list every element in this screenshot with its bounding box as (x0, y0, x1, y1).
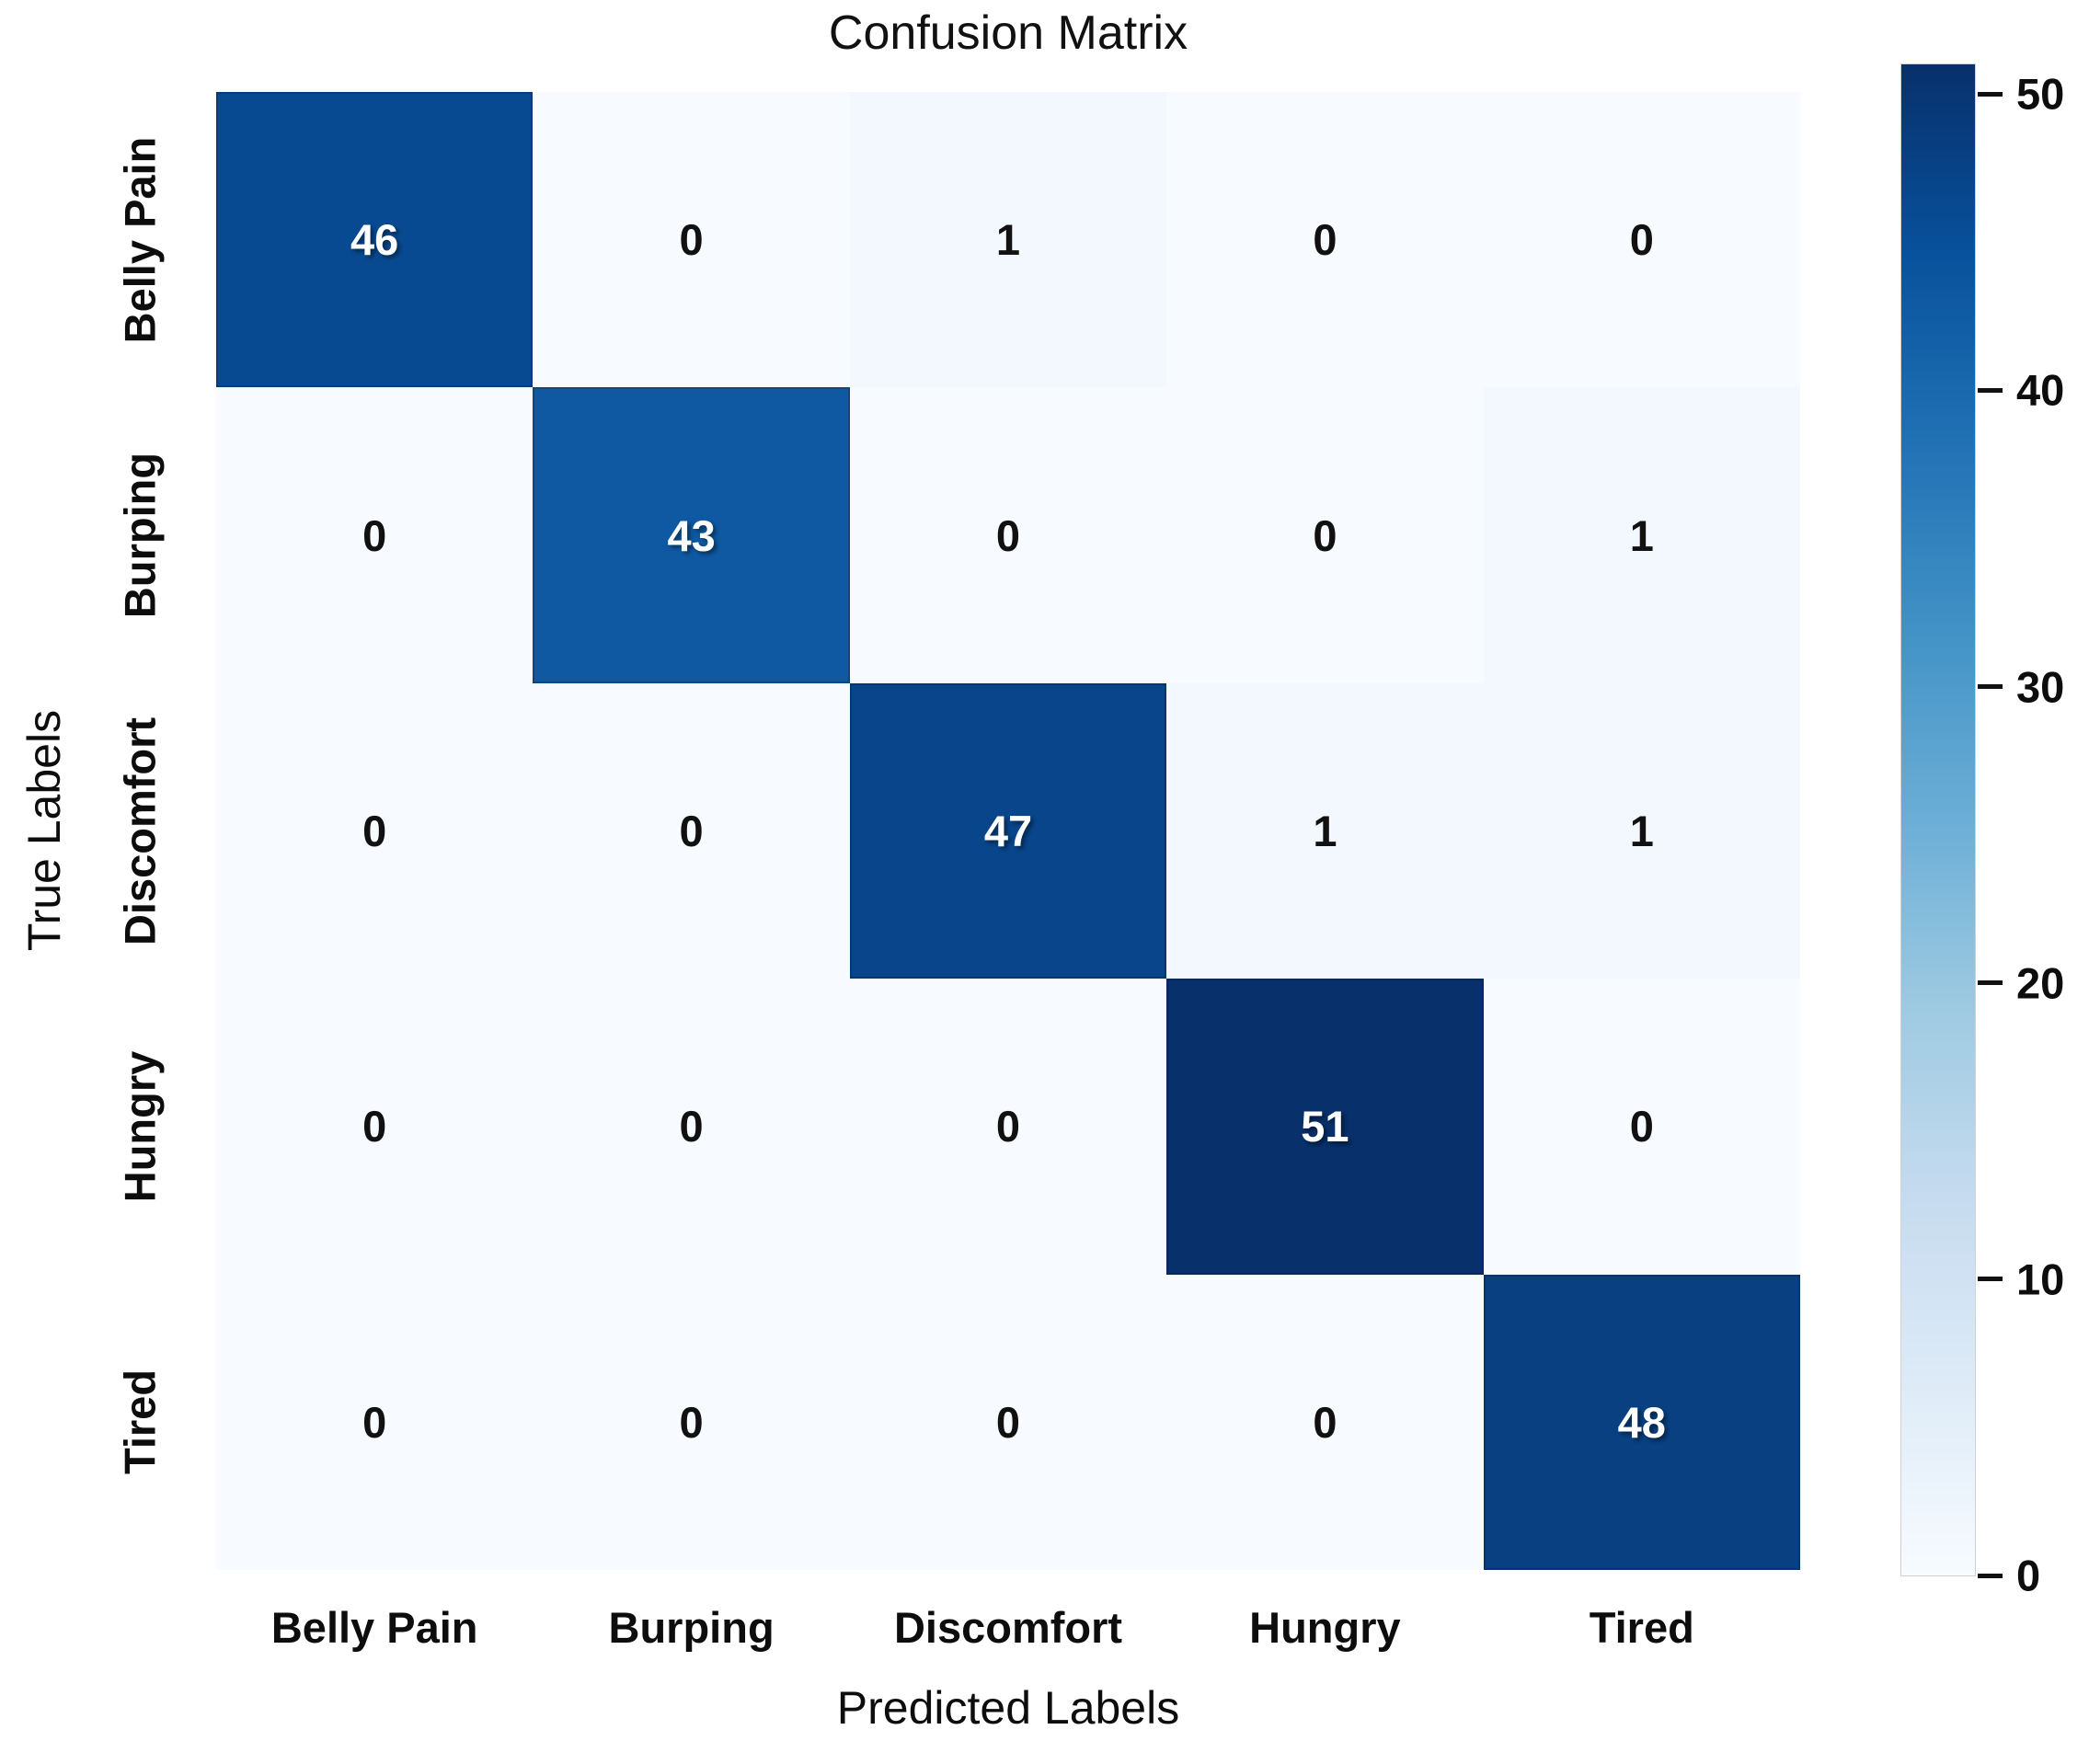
y-axis-label: True Labels (18, 709, 70, 952)
heatmap-cell-tired-hungry: 0 (1166, 1274, 1484, 1570)
heatmap-cell-burping-discomfort: 0 (849, 387, 1167, 683)
heatmap-cell-hungry-burping: 0 (533, 979, 850, 1275)
colorbar-tick-label-10: 10 (2016, 1254, 2065, 1304)
x-tick-label-hungry: Hungry (1249, 1603, 1401, 1652)
colorbar-tick-50 (1978, 91, 2003, 97)
heatmap-cell-burping-hungry: 0 (1166, 387, 1484, 683)
heatmap-cell-belly-pain-belly-pain: 46 (216, 92, 534, 388)
heatmap-cell-belly-pain-burping: 0 (533, 92, 850, 388)
heatmap-cell-burping-tired: 1 (1483, 387, 1800, 683)
heatmap-cell-burping-belly-pain: 0 (216, 387, 534, 683)
heatmap-cell-belly-pain-discomfort: 1 (849, 92, 1167, 388)
x-tick-label-burping: Burping (608, 1603, 775, 1652)
heatmap-grid: 46 0 1 0 0 0 43 0 0 1 0 0 47 1 1 0 0 0 51 0 0 0 0 0 48 (216, 92, 1800, 1570)
heatmap-cell-discomfort-hungry: 1 (1166, 682, 1484, 979)
heatmap-cell-belly-pain-tired: 0 (1483, 92, 1800, 388)
heatmap-cell-discomfort-discomfort: 47 (849, 682, 1167, 979)
heatmap-cell-hungry-belly-pain: 0 (216, 979, 534, 1275)
colorbar-tick-label-0: 0 (2016, 1551, 2041, 1600)
y-tick-label-tired: Tired (115, 1369, 165, 1475)
colorbar-tick-label-40: 40 (2016, 365, 2065, 415)
heatmap-cell-discomfort-tired: 1 (1483, 682, 1800, 979)
heatmap-cell-tired-discomfort: 0 (849, 1274, 1167, 1570)
colorbar-tick-0 (1978, 1573, 2003, 1578)
heatmap-cell-hungry-hungry: 51 (1166, 979, 1484, 1275)
colorbar-tick-30 (1978, 684, 2003, 690)
heatmap-cell-belly-pain-hungry: 0 (1166, 92, 1484, 388)
colorbar-gradient (1900, 63, 1976, 1576)
colorbar-tick-label-50: 50 (2016, 69, 2065, 119)
heatmap-cell-burping-burping: 43 (533, 387, 850, 683)
colorbar-tick-10 (1978, 1277, 2003, 1282)
heatmap-cell-hungry-tired: 0 (1483, 979, 1800, 1275)
heatmap-cell-tired-burping: 0 (533, 1274, 850, 1570)
heatmap-cell-tired-tired: 48 (1483, 1274, 1800, 1570)
x-tick-label-discomfort: Discomfort (893, 1603, 1123, 1652)
y-tick-label-burping: Burping (115, 452, 165, 619)
colorbar-tick-label-20: 20 (2016, 958, 2065, 1008)
x-tick-label-tired: Tired (1589, 1603, 1694, 1652)
heatmap-cell-discomfort-belly-pain: 0 (216, 682, 534, 979)
colorbar-tick-label-30: 30 (2016, 662, 2065, 712)
y-tick-label-hungry: Hungry (115, 1050, 165, 1203)
colorbar-tick-40 (1978, 387, 2003, 393)
colorbar-tick-20 (1978, 980, 2003, 986)
y-tick-label-belly-pain: Belly Pain (115, 136, 165, 344)
heatmap-cell-tired-belly-pain: 0 (216, 1274, 534, 1570)
x-tick-label-belly-pain: Belly Pain (270, 1603, 478, 1652)
x-axis-label: Predicted Labels (836, 1682, 1180, 1734)
heatmap-cell-hungry-discomfort: 0 (849, 979, 1167, 1275)
heatmap-cell-discomfort-burping: 0 (533, 682, 850, 979)
y-tick-label-discomfort: Discomfort (115, 716, 165, 945)
chart-title: Confusion Matrix (828, 6, 1188, 60)
